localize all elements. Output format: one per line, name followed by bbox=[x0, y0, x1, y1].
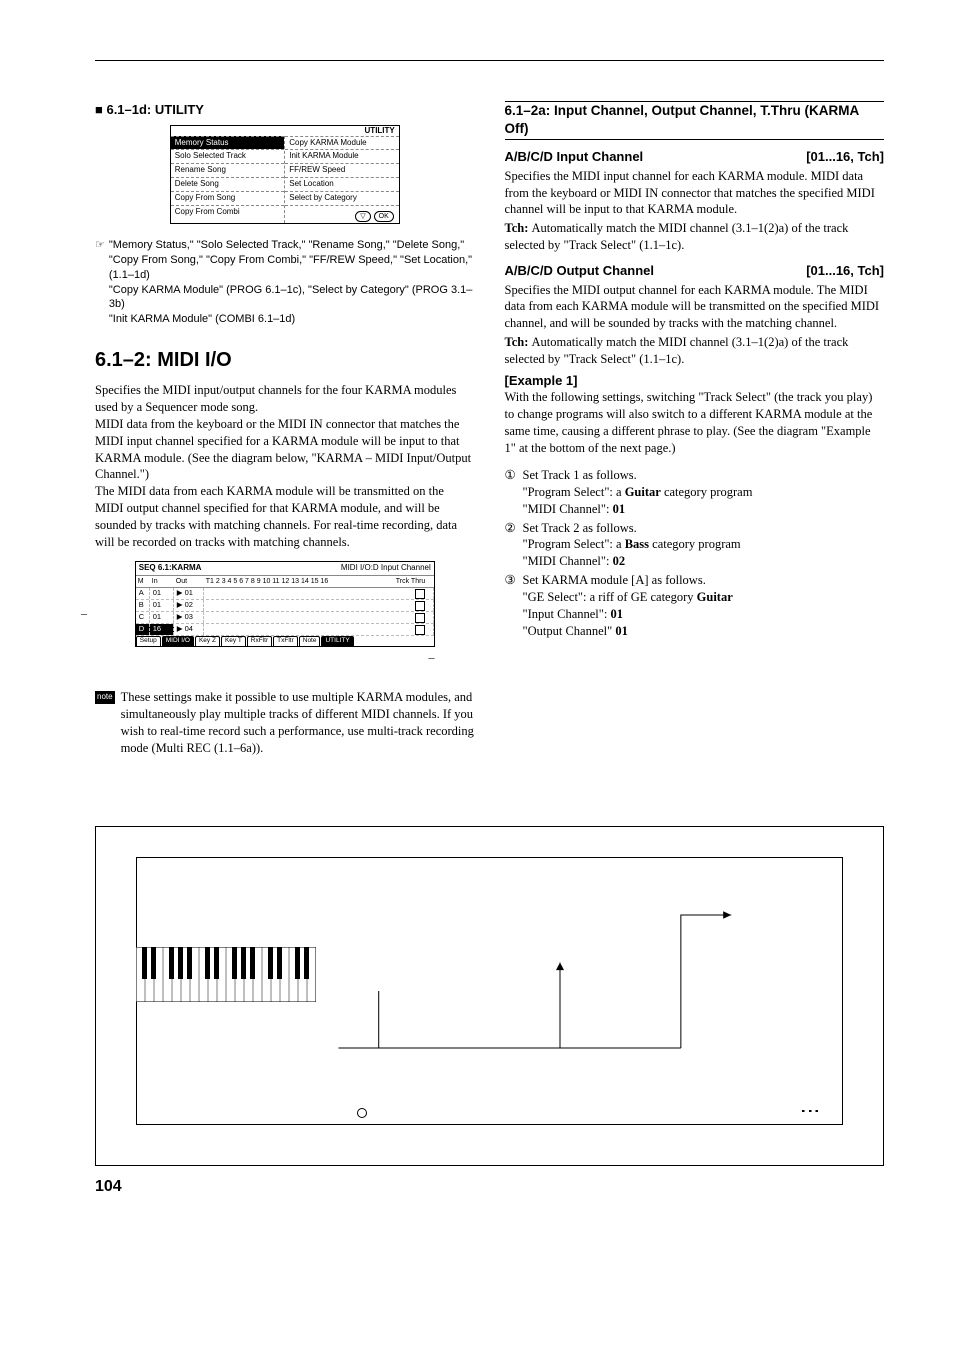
example-intro: With the following settings, switching "… bbox=[505, 389, 885, 457]
lcd-tabs: Setup MIDI I/O Key Z Key T RxFltr TxFltr… bbox=[136, 636, 434, 646]
lcd-title-left: SEQ 6.1:KARMA bbox=[139, 563, 202, 574]
utility-col-2: Copy KARMA Module Init KARMA Module FF/R… bbox=[284, 136, 399, 223]
param-tch: Tch: Automatically match the MIDI channe… bbox=[505, 334, 885, 368]
lcd-tab[interactable]: RxFltr bbox=[247, 636, 272, 646]
utility-menu: UTILITY Memory Status Solo Selected Trac… bbox=[170, 125, 400, 224]
utility-item[interactable]: Solo Selected Track bbox=[171, 149, 285, 163]
col-header: M bbox=[136, 576, 150, 587]
ref-line: "Memory Status," "Solo Selected Track," … bbox=[109, 238, 475, 283]
right-column: 6.1–2a: Input Channel, Output Channel, T… bbox=[505, 101, 885, 766]
step-item: Set Track 1 as follows."Program Select":… bbox=[505, 467, 885, 518]
keyboard-icon bbox=[136, 947, 316, 1002]
utility-item[interactable]: Delete Song bbox=[171, 177, 285, 191]
note-text: These settings make it possible to use m… bbox=[121, 689, 475, 757]
utility-item[interactable]: Set Location bbox=[285, 177, 399, 191]
col-header: Trck Thru bbox=[394, 576, 434, 587]
lcd-tab[interactable]: Note bbox=[299, 636, 321, 646]
utility-item[interactable]: Copy From Song bbox=[171, 191, 285, 205]
dash-left: – bbox=[81, 605, 87, 621]
cross-reference: ☞ "Memory Status," "Solo Selected Track,… bbox=[95, 238, 475, 327]
utility-menu-header: UTILITY bbox=[171, 126, 399, 136]
lcd-tab[interactable]: Key T bbox=[221, 636, 246, 646]
two-column-layout: ■ 6.1–1d: UTILITY UTILITY Memory Status … bbox=[95, 101, 884, 766]
col-header: In bbox=[150, 576, 174, 587]
steps-list: Set Track 1 as follows."Program Select":… bbox=[505, 467, 885, 640]
utility-item[interactable]: Init KARMA Module bbox=[285, 149, 399, 163]
lcd-tab[interactable]: Key Z bbox=[195, 636, 220, 646]
page-rule bbox=[95, 60, 884, 61]
signal-flow-diagram: ⋮ bbox=[95, 826, 884, 1166]
param-tch: Tch: Automatically match the MIDI channe… bbox=[505, 220, 885, 254]
step-item: Set Track 2 as follows."Program Select":… bbox=[505, 520, 885, 571]
param-body: Specifies the MIDI output channel for ea… bbox=[505, 282, 885, 333]
section-heading: 6.1–2: MIDI I/O bbox=[95, 347, 475, 374]
utility-heading: ■ 6.1–1d: UTILITY bbox=[95, 101, 475, 119]
dash-right: – bbox=[95, 649, 435, 665]
utility-item[interactable]: Select by Category bbox=[285, 191, 399, 205]
intro-paragraph: Specifies the MIDI input/output channels… bbox=[95, 382, 475, 551]
col-header: T1 2 3 4 5 6 7 8 9 10 11 12 13 14 15 16 bbox=[204, 576, 394, 587]
utility-col-1: Memory Status Solo Selected Track Rename… bbox=[171, 136, 285, 223]
lcd-row: B 01 ▶ 02 bbox=[136, 600, 434, 612]
lcd-row: D 16 ▶ 04 bbox=[136, 624, 434, 636]
param-label: A/B/C/D Output Channel bbox=[505, 262, 655, 280]
note-block: note These settings make it possible to … bbox=[95, 689, 475, 757]
utility-item[interactable]: Memory Status bbox=[171, 136, 285, 150]
ref-line: "Copy KARMA Module" (PROG 6.1–1c), "Sele… bbox=[109, 283, 475, 313]
utility-item[interactable]: Copy From Combi bbox=[171, 205, 285, 219]
ellipsis-icon: ⋮ bbox=[796, 1101, 823, 1125]
lcd-tab[interactable]: TxFltr bbox=[273, 636, 298, 646]
page-number: 104 bbox=[95, 1176, 884, 1198]
param-range: [01...16, Tch] bbox=[806, 148, 884, 166]
lcd-row: A 01 ▶ 01 bbox=[136, 588, 434, 600]
ref-line: "Init KARMA Module" (COMBI 6.1–1d) bbox=[109, 312, 475, 327]
utility-item[interactable]: Rename Song bbox=[171, 163, 285, 177]
pointer-icon: ☞ bbox=[95, 238, 105, 327]
lcd-row: C 01 ▶ 03 bbox=[136, 612, 434, 624]
col-header: Out bbox=[174, 576, 204, 587]
param-body: Specifies the MIDI input channel for eac… bbox=[505, 168, 885, 219]
lcd-tab[interactable]: Setup bbox=[136, 636, 161, 646]
param-label: A/B/C/D Input Channel bbox=[505, 148, 644, 166]
step-item: Set KARMA module [A] as follows."GE Sele… bbox=[505, 572, 885, 640]
lcd-title-right: MIDI I/O:D Input Channel bbox=[341, 563, 431, 574]
left-column: ■ 6.1–1d: UTILITY UTILITY Memory Status … bbox=[95, 101, 475, 766]
section-heading: 6.1–2a: Input Channel, Output Channel, T… bbox=[505, 102, 885, 140]
screenshot-wrapper: – SEQ 6.1:KARMA MIDI I/O:D Input Channel… bbox=[95, 561, 475, 665]
lcd-tab[interactable]: UTILITY bbox=[321, 636, 353, 646]
param-range: [01...16, Tch] bbox=[806, 262, 884, 280]
lcd-tab[interactable]: MIDI I/O bbox=[162, 636, 194, 646]
lcd-screenshot: SEQ 6.1:KARMA MIDI I/O:D Input Channel M… bbox=[135, 561, 435, 647]
ok-button[interactable]: OK bbox=[374, 211, 394, 222]
utility-item[interactable]: FF/REW Speed bbox=[285, 163, 399, 177]
example-label: [Example 1] bbox=[505, 372, 885, 390]
note-icon: note bbox=[95, 691, 115, 704]
utility-item[interactable]: Copy KARMA Module bbox=[285, 136, 399, 150]
